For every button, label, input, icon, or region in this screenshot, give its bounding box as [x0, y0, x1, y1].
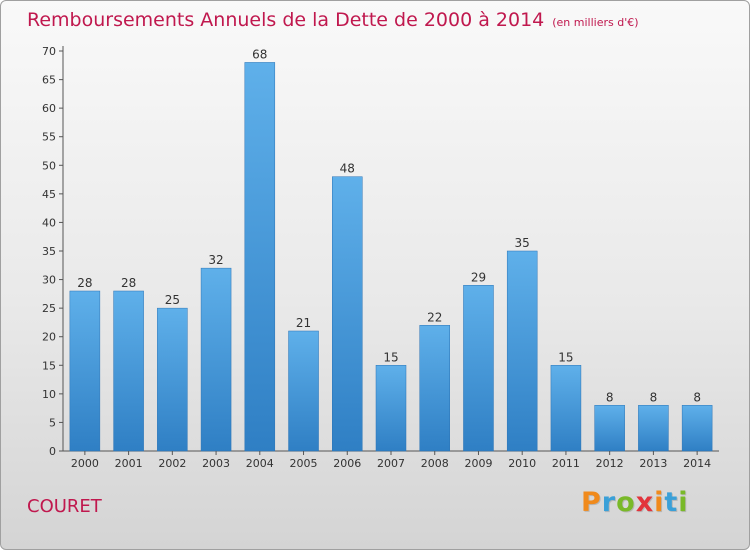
- logo-letter: r: [601, 487, 617, 518]
- bar-value-label: 28: [121, 276, 136, 290]
- logo-letter: x: [635, 487, 655, 518]
- bar-value-label: 15: [558, 350, 573, 364]
- x-tick-label: 2004: [246, 457, 274, 470]
- logo-letter: i: [654, 487, 665, 518]
- y-tick-label: 0: [49, 445, 56, 458]
- bar-value-label: 29: [471, 270, 486, 284]
- x-tick-label: 2003: [202, 457, 230, 470]
- y-tick-label: 45: [42, 188, 56, 201]
- bar-2012: [594, 405, 625, 452]
- x-tick-label: 2008: [421, 457, 449, 470]
- y-tick-label: 10: [42, 388, 56, 401]
- y-tick-label: 70: [42, 45, 56, 58]
- bar-2011: [550, 365, 582, 452]
- bar-value-label: 35: [515, 236, 530, 250]
- bar-2000: [69, 290, 101, 452]
- logo-letter: o: [616, 487, 636, 518]
- chart-subtitle: (en milliers d'€): [552, 16, 639, 29]
- bar-value-label: 21: [296, 316, 311, 330]
- bar-2009: [463, 285, 494, 452]
- logo-letter: t: [664, 487, 679, 518]
- x-tick-label: 2005: [290, 457, 318, 470]
- x-tick-label: 2011: [552, 457, 580, 470]
- y-tick-label: 65: [42, 74, 56, 87]
- bar-value-label: 8: [650, 390, 658, 404]
- bar-value-label: 48: [340, 162, 355, 176]
- y-tick-label: 50: [42, 159, 56, 172]
- y-tick-label: 20: [42, 331, 56, 344]
- commune-name: COURET: [27, 496, 102, 517]
- chart-title: Remboursements Annuels de la Dette de 20…: [27, 9, 639, 31]
- y-tick-label: 30: [42, 274, 56, 287]
- y-tick-label: 5: [49, 416, 56, 429]
- y-tick-label: 15: [42, 359, 56, 372]
- bar-2001: [113, 290, 144, 452]
- bar-value-label: 28: [77, 276, 92, 290]
- bar-2006: [332, 176, 363, 452]
- bar-2010: [506, 250, 538, 452]
- x-tick-label: 2007: [377, 457, 405, 470]
- bar-value-label: 15: [383, 350, 398, 364]
- bar-value-label: 8: [606, 390, 614, 404]
- x-tick-label: 2002: [158, 457, 186, 470]
- bar-value-label: 32: [208, 253, 223, 267]
- y-tick-label: 35: [42, 245, 56, 258]
- bar-value-label: 25: [165, 293, 180, 307]
- bar-2007: [375, 365, 407, 452]
- bar-2004: [244, 62, 276, 452]
- x-tick-label: 2012: [596, 457, 624, 470]
- bar-2014: [681, 405, 713, 452]
- x-tick-label: 2014: [683, 457, 711, 470]
- logo-letter: P: [581, 487, 602, 518]
- proxiti-logo: Proxiti: [581, 487, 689, 518]
- y-tick-label: 60: [42, 102, 56, 115]
- bar-2002: [157, 307, 188, 452]
- x-tick-label: 2013: [639, 457, 667, 470]
- x-tick-label: 2006: [333, 457, 361, 470]
- bar-2008: [419, 325, 450, 452]
- bar-value-label: 8: [693, 390, 701, 404]
- x-tick-label: 2010: [508, 457, 536, 470]
- bar-value-label: 68: [252, 47, 267, 61]
- bar-value-label: 22: [427, 310, 442, 324]
- y-tick-label: 55: [42, 131, 56, 144]
- x-tick-label: 2000: [71, 457, 99, 470]
- bar-2003: [200, 267, 232, 452]
- y-tick-label: 25: [42, 302, 56, 315]
- bar-2013: [638, 405, 669, 452]
- bar-2005: [288, 330, 319, 452]
- x-tick-label: 2001: [115, 457, 143, 470]
- logo-letter: i: [678, 487, 689, 518]
- y-tick-label: 40: [42, 216, 56, 229]
- x-tick-label: 2009: [464, 457, 492, 470]
- chart-title-text: Remboursements Annuels de la Dette de 20…: [27, 9, 545, 31]
